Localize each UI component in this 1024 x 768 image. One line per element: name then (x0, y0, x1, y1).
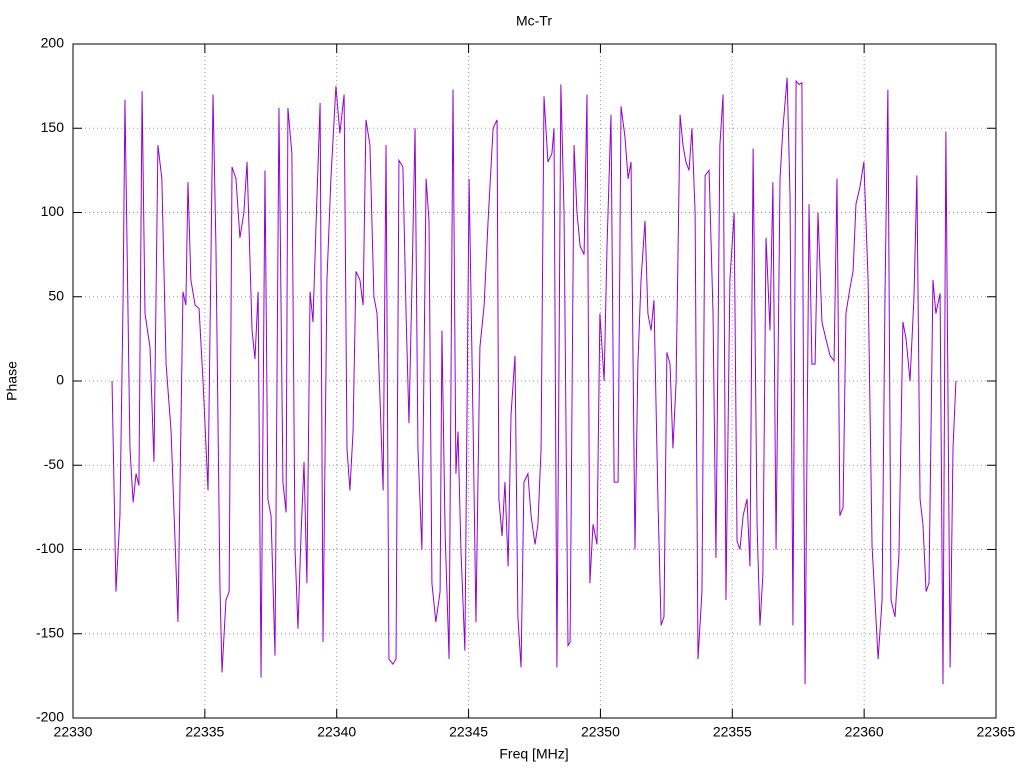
x-tick-label: 22335 (185, 724, 224, 740)
y-tick-label: 50 (48, 287, 64, 303)
x-tick-label: 22350 (581, 724, 620, 740)
y-tick-label: -200 (36, 709, 64, 725)
y-axis-label: Phase (4, 361, 20, 401)
x-tick-label: 22355 (713, 724, 752, 740)
y-tick-label: -100 (36, 540, 64, 556)
x-tick-label: 22345 (449, 724, 488, 740)
x-tick-label: 22330 (54, 724, 93, 740)
y-tick-label: 150 (41, 119, 65, 135)
plot-border (72, 43, 997, 719)
y-tick-label: 0 (56, 372, 64, 388)
x-axis-label: Freq [MHz] (499, 746, 568, 762)
x-tick-label: 22365 (977, 724, 1016, 740)
y-tick-label: 100 (41, 203, 65, 219)
y-tick-label: 200 (41, 35, 65, 51)
x-tick-label: 22340 (317, 724, 356, 740)
y-tick-label: -50 (44, 456, 64, 472)
y-tick-label: -150 (36, 624, 64, 640)
chart-title: Mc-Tr (516, 13, 552, 29)
data-line (111, 77, 957, 685)
x-tick-label: 22360 (845, 724, 884, 740)
